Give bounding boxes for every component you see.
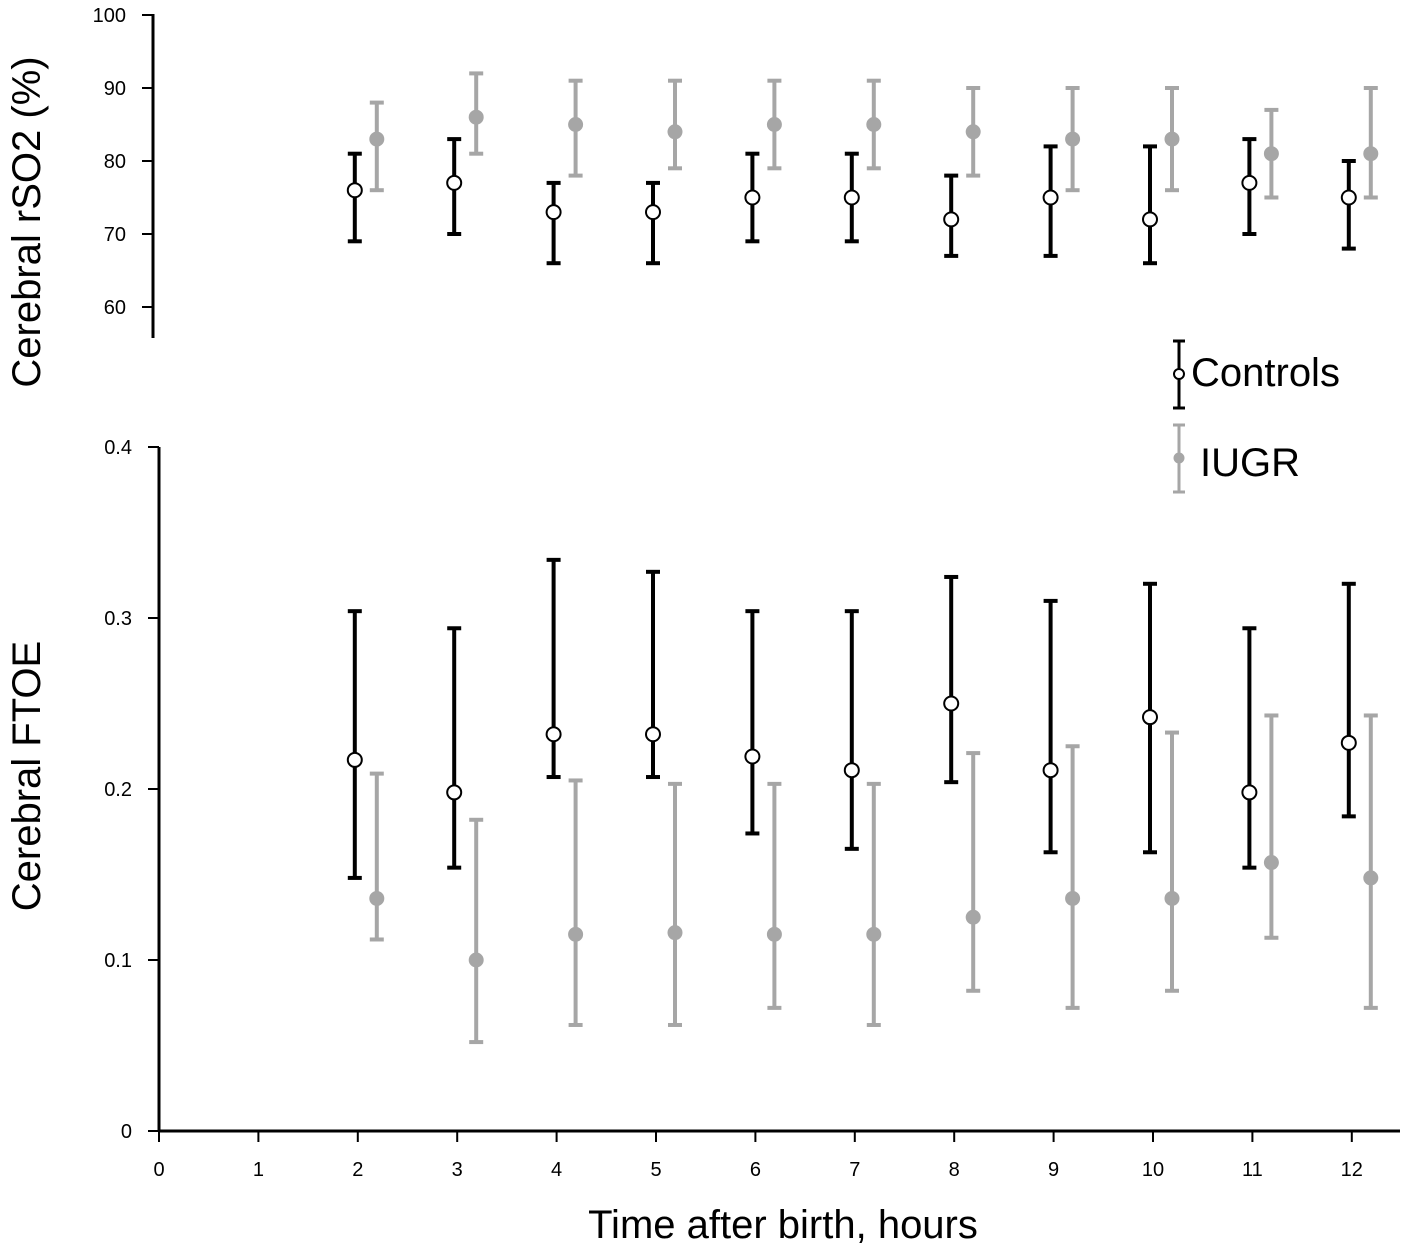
ftoe-marks <box>346 557 1379 1045</box>
legend-iugr-label: IUGR <box>1200 441 1300 485</box>
legend-iugr-marker <box>1173 452 1185 464</box>
rso2-y-tick-label: 70 <box>104 224 126 246</box>
rso2-controls-point <box>645 204 661 221</box>
rso2-iugr-point <box>1263 146 1279 162</box>
legend-item-controls: Controls <box>1173 339 1340 410</box>
ftoe-iugr-point <box>468 952 484 968</box>
ftoe-y-tick-label: 0.3 <box>104 608 132 630</box>
rso2-controls-point <box>1340 189 1357 206</box>
ftoe-iugr-point <box>866 926 882 942</box>
x-tick-label: 12 <box>1341 1159 1363 1181</box>
ftoe-iugr-point <box>568 926 584 942</box>
rso2-controls-series <box>346 137 1357 266</box>
ftoe-y-ticks: 0 0.1 0.2 0.3 0.4 <box>104 437 159 1143</box>
rso2-y-axis-title: Cerebral rSO2 (%) <box>5 56 49 387</box>
ftoe-controls-point <box>346 751 363 768</box>
ftoe-controls-point <box>843 762 860 779</box>
x-tick-label: 5 <box>650 1159 661 1181</box>
x-tick-label: 6 <box>750 1159 761 1181</box>
rso2-controls-point <box>943 211 960 228</box>
ftoe-y-tick-label: 0 <box>121 1121 132 1143</box>
rso2-iugr-point <box>965 124 981 140</box>
ftoe-controls-point <box>645 726 661 743</box>
rso2-iugr-point <box>866 117 882 132</box>
rso2-controls-point <box>1241 174 1258 191</box>
ftoe-controls-point <box>744 748 761 765</box>
rso2-iugr-point <box>568 117 584 132</box>
ftoe-iugr-series <box>369 713 1379 1045</box>
rso2-iugr-point <box>1164 131 1180 147</box>
x-tick-label: 11 <box>1242 1159 1263 1181</box>
rso2-y-tick-label: 100 <box>93 5 126 27</box>
rso2-iugr-point <box>468 109 484 125</box>
ftoe-y-tick-label: 0.1 <box>104 950 132 972</box>
rso2-controls-point <box>545 204 562 221</box>
rso2-iugr-point <box>369 131 385 147</box>
rso2-controls-point <box>744 189 761 206</box>
ftoe-y-tick-label: 0.2 <box>104 779 132 801</box>
rso2-controls-point <box>446 174 463 191</box>
ftoe-iugr-point <box>1164 890 1180 906</box>
ftoe-x-ticks: 0 1 2 3 4 5 6 7 8 9 10 11 12 <box>153 1131 1363 1181</box>
ftoe-controls-point <box>446 784 463 801</box>
rso2-controls-point <box>843 189 860 206</box>
legend-item-iugr: IUGR <box>1173 423 1300 494</box>
x-tick-label: 3 <box>452 1159 463 1181</box>
rso2-panel: 60 70 80 90 100 Cerebral rSO2 (%) <box>5 5 1379 388</box>
rso2-controls-point <box>1042 189 1059 206</box>
x-tick-label: 4 <box>551 1159 562 1181</box>
x-tick-label: 9 <box>1048 1159 1059 1181</box>
ftoe-panel: 00.10.20.30.4 0 1 2 3 4 5 6 7 8 9 10 11 12 Cerebral … <box>5 437 1400 1247</box>
ftoe-y-tick-label: 0.4 <box>104 437 132 459</box>
legend-controls-marker <box>1173 368 1185 380</box>
ftoe-y-axis-title: Cerebral FTOE <box>5 641 49 911</box>
rso2-y-tick-label: 60 <box>104 297 126 319</box>
ftoe-controls-point <box>1241 784 1258 801</box>
x-tick-label: 8 <box>949 1159 960 1181</box>
ftoe-controls-point <box>545 726 562 743</box>
rso2-iugr-point <box>1065 131 1081 147</box>
x-tick-label: 1 <box>253 1159 264 1181</box>
ftoe-iugr-point <box>766 926 782 942</box>
legend: Controls IUGR <box>1173 339 1340 494</box>
rso2-controls-point <box>1142 211 1158 228</box>
rso2-controls-point <box>346 182 363 199</box>
x-tick-label: 0 <box>153 1159 164 1181</box>
ftoe-iugr-point <box>667 925 683 941</box>
ftoe-controls-series <box>346 557 1357 880</box>
ftoe-iugr-point <box>1263 855 1279 871</box>
ftoe-iugr-point <box>1065 890 1081 906</box>
rso2-iugr-point <box>766 117 782 132</box>
rso2-iugr-point <box>667 124 683 140</box>
x-tick-label: 2 <box>352 1159 363 1181</box>
ftoe-controls-point <box>1340 734 1357 751</box>
ftoe-controls-point <box>1042 762 1059 779</box>
x-tick-label: 7 <box>849 1159 860 1181</box>
x-tick-label: 10 <box>1142 1159 1164 1181</box>
legend-controls-label: Controls <box>1191 351 1340 395</box>
x-axis-title: Time after birth, hours <box>588 1203 978 1247</box>
ftoe-controls-point <box>1142 709 1158 726</box>
rso2-y-tick-label: 80 <box>104 151 126 173</box>
rso2-y-tick-label: 90 <box>104 78 126 100</box>
ftoe-controls-point <box>943 695 960 712</box>
rso2-iugr-point <box>1363 146 1379 162</box>
ftoe-iugr-point <box>965 909 981 925</box>
rso2-iugr-series <box>369 71 1379 200</box>
rso2-y-ticks: 60 70 80 90 100 <box>93 5 153 319</box>
rso2-marks <box>346 71 1379 266</box>
ftoe-iugr-point <box>1363 870 1379 886</box>
ftoe-iugr-point <box>369 890 385 906</box>
